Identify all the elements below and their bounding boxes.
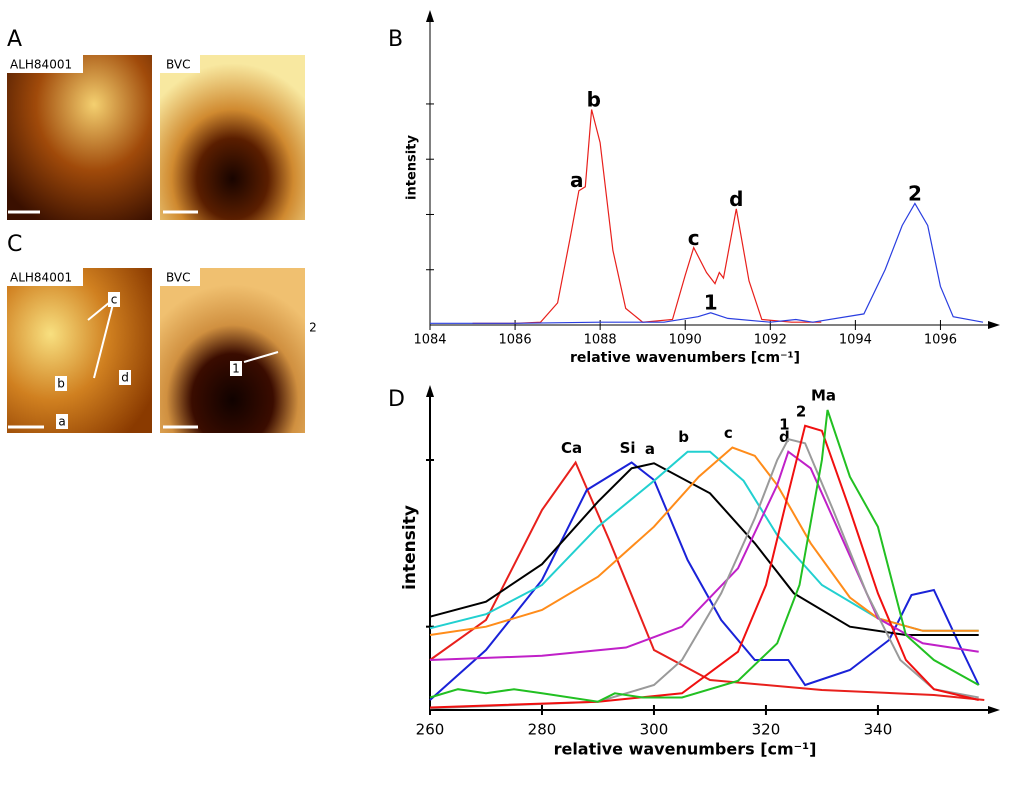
line (429, 446, 979, 636)
x-axis-label: relative wavenumbers [cm⁻¹] (570, 350, 800, 366)
x-tick-label: 1088 (584, 333, 617, 348)
marker: 2 (309, 321, 317, 335)
pointer (87, 301, 111, 321)
annotation: 1 (704, 291, 718, 315)
x-tick-label: 1094 (839, 333, 872, 348)
series-label: Ca (561, 439, 582, 457)
line (472, 109, 822, 324)
marker-box (56, 414, 68, 429)
series-label: b (678, 428, 689, 446)
x-tick-label: 1096 (924, 333, 957, 348)
annotation: a (570, 168, 584, 192)
x-tick-label: 260 (416, 721, 445, 739)
micrograph (160, 268, 305, 433)
image-label: ALH84001 (10, 271, 72, 285)
line (429, 450, 979, 661)
x-tick-label: 340 (864, 721, 893, 739)
series-label: Ma (811, 387, 836, 405)
x-tick-label: 1092 (754, 333, 787, 348)
annotation: d (729, 187, 743, 211)
image-label: BVC (166, 58, 190, 72)
line (429, 409, 980, 703)
markers: c b d a 1 2 (55, 292, 319, 429)
y-axis-label: intensity (405, 135, 420, 200)
label-box (7, 55, 83, 73)
marker-box (55, 376, 67, 391)
micrograph (7, 55, 152, 220)
label-box (160, 268, 200, 286)
axis-arrow (988, 706, 1000, 714)
line (429, 461, 980, 701)
line (430, 202, 984, 324)
x-tick-label: 1086 (499, 333, 532, 348)
marker-box (307, 320, 319, 335)
pointer (93, 303, 114, 379)
images (7, 55, 305, 433)
x-tick-label: 320 (752, 721, 781, 739)
x-tick-label: 1084 (413, 333, 446, 348)
annotation: c (688, 226, 700, 250)
annotation: b (587, 88, 601, 112)
panel-letter: C (7, 232, 22, 257)
marker: b (57, 377, 65, 391)
micrograph (7, 268, 152, 433)
label-box (7, 268, 83, 286)
x-tick-label: 280 (528, 721, 557, 739)
series-label: 1 (779, 416, 789, 434)
marker: a (58, 415, 65, 429)
line (429, 438, 979, 710)
marker-box (108, 292, 120, 307)
axis-arrow (426, 385, 434, 397)
axis-arrow (426, 10, 434, 22)
x-tick-label: 1090 (669, 333, 702, 348)
line (429, 460, 985, 701)
y-axis-label: intensity (400, 505, 420, 590)
marker: 1 (232, 362, 240, 376)
series-label: d (779, 428, 790, 446)
series-label: 2 (796, 402, 806, 420)
panel-letter: B (388, 27, 403, 52)
marker: d (121, 371, 129, 385)
axis-arrow (988, 321, 1000, 329)
pointer (243, 351, 279, 363)
series-label: c (724, 424, 733, 442)
micrograph (160, 55, 305, 220)
image-label: ALH84001 (10, 58, 72, 72)
line (429, 424, 979, 709)
series-label: a (645, 440, 655, 458)
x-axis-label: relative wavenumbers [cm⁻¹] (554, 740, 817, 759)
marker-box (230, 361, 242, 376)
panel-letter: A (7, 27, 22, 52)
image-label: BVC (166, 271, 190, 285)
label-box (160, 55, 200, 73)
x-tick-label: 300 (640, 721, 669, 739)
marker: c (111, 293, 118, 307)
annotation: 2 (908, 182, 922, 206)
line (429, 462, 979, 636)
marker-box (119, 370, 131, 385)
series-label: Si (620, 439, 636, 457)
panel-letter: D (388, 387, 405, 412)
